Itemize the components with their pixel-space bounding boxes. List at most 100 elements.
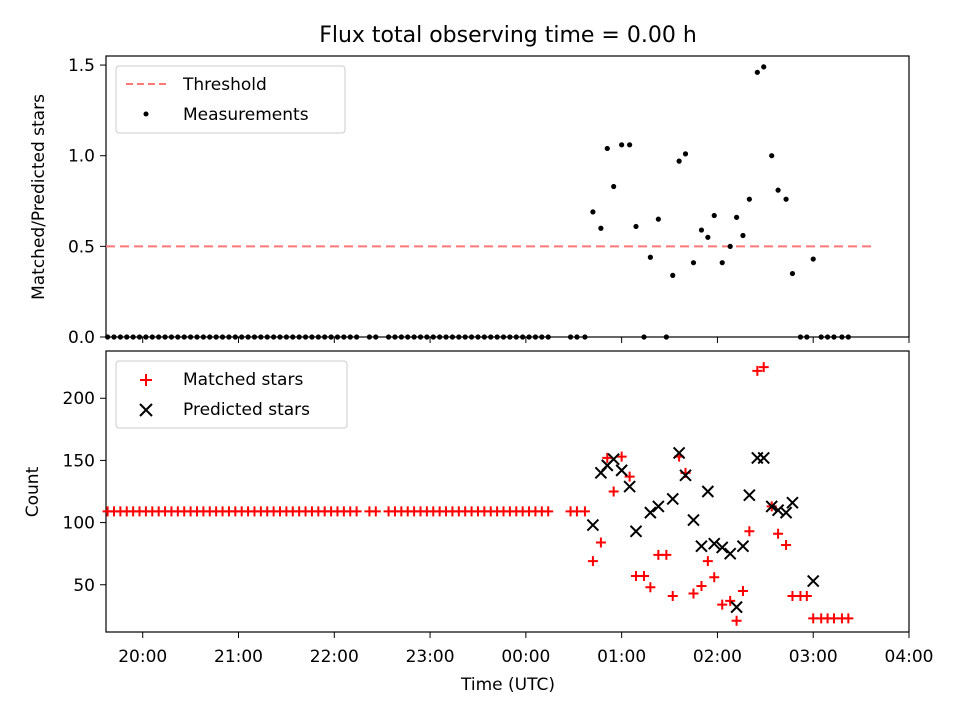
measurement-point [251,334,258,340]
measurement-point [761,64,767,70]
x-tick-label: 02:00 [693,647,742,667]
predicted-star-point [765,500,778,513]
predicted-star-point [695,540,708,553]
top-legend: Threshold Measurements [115,65,346,134]
measurement-point [604,145,610,152]
top-x-ticks [142,337,910,343]
measurement-point [567,334,574,340]
top-plot-area [104,64,873,340]
bottom-legend: Matched stars Predicted stars [115,360,348,429]
bottom-y-axis-label: Count [23,466,43,517]
matched-star-point [351,506,362,517]
matched-star-point [737,585,748,596]
measurement-point [545,334,551,340]
matched-star-point [709,572,720,583]
x-tick-label: 23:00 [406,647,455,667]
x-tick-label: 21:00 [214,647,263,667]
measurement-point [647,254,653,260]
measurement-point [670,272,676,278]
top-legend-box [115,65,346,134]
predicted-star-point [687,513,700,527]
measurement-point [627,142,633,148]
measurement-point [824,334,831,340]
measurement-point [711,212,717,219]
matched-star-point [370,506,381,517]
top-y-tick-label: 0.5 [68,237,95,257]
measurement-point [797,334,804,340]
measurement-point [818,334,824,340]
x-tick-label: 00:00 [501,647,550,667]
predicted-star-point [757,451,770,465]
matched-star-point [725,595,736,606]
measurement-point [354,334,360,340]
bottom-panel: 50 100 150 200 20:00 21:00 22:00 23:00 00:00 01:… [23,350,934,695]
measurement-point [290,334,296,340]
predicted-star-point [644,506,657,519]
measurement-point [239,334,245,340]
matched-star-point [624,471,635,482]
measurement-point [507,334,513,340]
predicted-star-point [743,489,756,502]
measurement-point [481,334,487,340]
measurement-point [449,334,456,340]
matched-star-point [543,506,554,517]
matched-star-point [696,580,707,591]
measurement-point [258,334,264,340]
measurement-point [111,334,117,340]
measurement-point [162,334,168,340]
measurement-point [130,334,136,340]
bottom-y-tick-label: 150 [63,451,95,471]
measurement-point [124,334,130,340]
bottom-x-axis: 20:00 21:00 22:00 23:00 00:00 01:00 02:00 03:00… [118,632,934,667]
predicted-star-point [586,518,600,532]
matched-star-point [843,613,854,624]
measurement-point [845,334,851,340]
measurement-point [804,334,810,340]
measurement-point [200,334,206,340]
measurements-legend-label: Measurements [183,105,309,125]
measurement-point [398,334,404,340]
threshold-legend-label: Threshold [182,75,267,95]
measurement-point [264,334,270,340]
predicted-star-point [736,540,750,553]
matched-star-point [702,556,713,567]
measurement-point [424,334,430,340]
matched-star-point [731,615,742,626]
x-tick-label: 20:00 [118,647,167,667]
measurement-point [641,334,647,340]
measurement-point [682,151,689,157]
measurement-point [574,334,580,340]
measurement-point [456,334,462,340]
bottom-panel-frame [105,350,910,633]
measurement-point [149,334,155,340]
measurement-point [719,260,725,266]
measurement-point [775,187,781,193]
measurement-point [219,334,226,340]
matched-star-point [602,452,613,463]
matched-star-point [579,506,590,517]
top-y-axis: 0.0 0.5 1.0 1.5 [68,56,106,348]
predicted-star-point [807,574,820,588]
measurement-point [532,334,539,340]
x-tick-label: 04:00 [885,647,934,667]
measurement-point [302,334,309,340]
chart-title: Flux total observing time = 0.00 h [319,23,697,48]
measurement-point [104,334,111,340]
measurements-legend-swatch [143,111,149,117]
measurement-point [309,334,315,340]
matched-star-point [758,362,769,373]
matched-stars-legend-label: Matched stars [183,370,303,390]
measurement-point [207,334,213,340]
measurement-point [500,334,507,340]
measurement-point [619,142,625,148]
measurement-point [839,334,845,340]
measurement-point [136,334,143,340]
measurement-point [341,334,347,340]
measurement-point [156,334,162,340]
measurement-point [430,334,436,340]
measurement-point [322,334,328,340]
bottom-y-axis: 50 100 150 200 [63,389,106,596]
bottom-plot-area [102,362,854,626]
measurement-point [188,334,194,340]
measurement-point [437,334,443,340]
